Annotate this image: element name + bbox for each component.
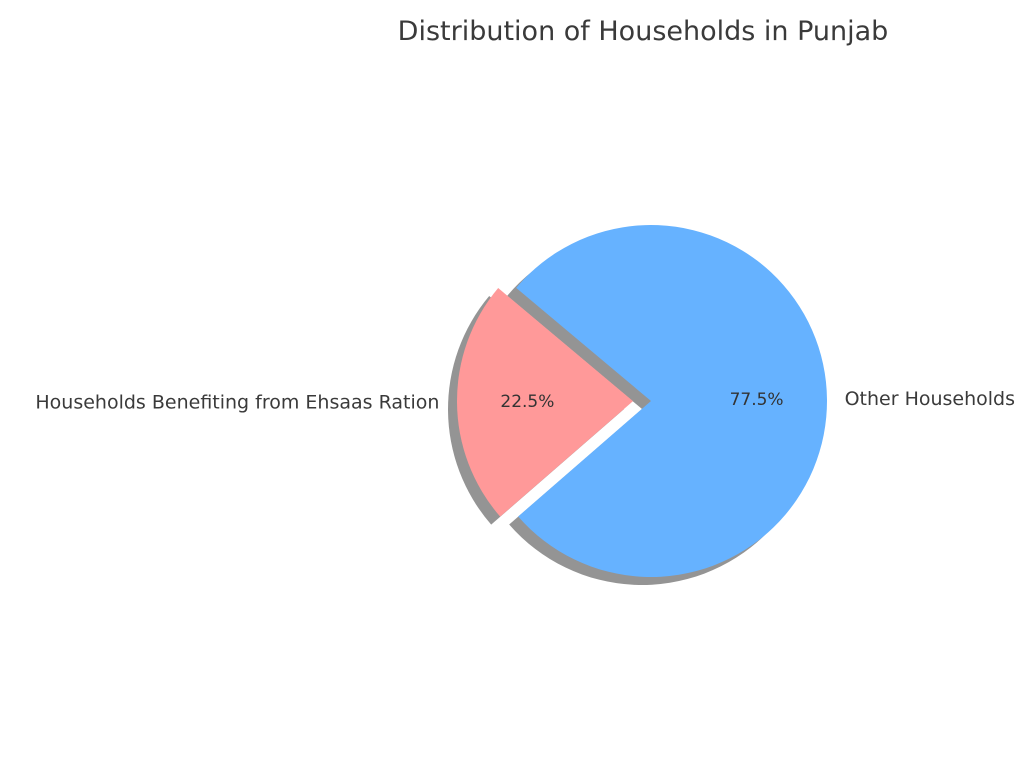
label-households-benefiting-from-ehsaas-ration: Households Benefiting from Ehsaas Ration: [35, 391, 439, 413]
chart-title: Distribution of Households in Punjab: [398, 16, 889, 47]
slice-households-benefiting-from-ehsaas-ration: [457, 288, 634, 517]
label-other-households: Other Households: [845, 388, 1015, 410]
slice-other-households: [516, 225, 828, 578]
percent-households-benefiting-from-ehsaas-ration: 22.5%: [500, 392, 554, 412]
pie-labels: Households Benefiting from Ehsaas Ration…: [35, 388, 1015, 414]
percent-other-households: 77.5%: [730, 390, 784, 410]
pie-slices: [457, 225, 828, 578]
